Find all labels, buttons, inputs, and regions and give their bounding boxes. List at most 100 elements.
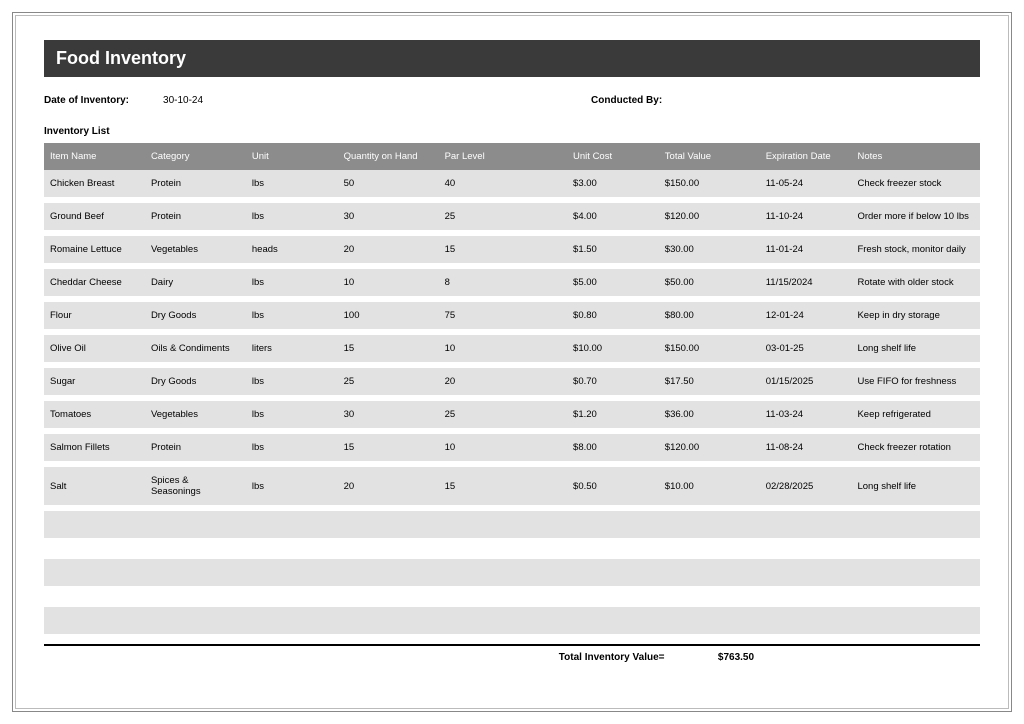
table-row-empty: [44, 508, 980, 541]
col-header-item: Item Name: [44, 143, 145, 170]
cell-category: Vegetables: [145, 398, 246, 431]
cell-exp: 03-01-25: [760, 332, 852, 365]
cell-notes: Use FIFO for freshness: [851, 365, 980, 398]
cell-notes: Fresh stock, monitor daily: [851, 233, 980, 266]
cell-total: $36.00: [659, 398, 760, 431]
cell-total: $150.00: [659, 332, 760, 365]
cell-item: Salmon Fillets: [44, 431, 145, 464]
cell-total: $150.00: [659, 170, 760, 200]
cell-category: Oils & Condiments: [145, 332, 246, 365]
conducted-by-label: Conducted By:: [591, 95, 662, 106]
table-row: SugarDry Goodslbs2520$0.70$17.5001/15/20…: [44, 365, 980, 398]
col-header-category: Category: [145, 143, 246, 170]
cell-notes: Keep in dry storage: [851, 299, 980, 332]
cell-unit: lbs: [246, 365, 338, 398]
cell-qty: 100: [338, 299, 439, 332]
cell-qty: 20: [338, 233, 439, 266]
cell-item: Flour: [44, 299, 145, 332]
table-body: Chicken BreastProteinlbs5040$3.00$150.00…: [44, 170, 980, 637]
table-row: SaltSpices & Seasoningslbs2015$0.50$10.0…: [44, 464, 980, 508]
cell-exp: 11-08-24: [760, 431, 852, 464]
cell-cost: $5.00: [567, 266, 659, 299]
cell-category: Dairy: [145, 266, 246, 299]
cell-unit: lbs: [246, 299, 338, 332]
cell-category: Dry Goods: [145, 365, 246, 398]
inventory-list-heading: Inventory List: [44, 126, 980, 137]
cell-par: 25: [439, 200, 567, 233]
cell-cost: $4.00: [567, 200, 659, 233]
cell-total: $120.00: [659, 431, 760, 464]
cell-item: Chicken Breast: [44, 170, 145, 200]
cell-cost: $0.70: [567, 365, 659, 398]
cell-item: Romaine Lettuce: [44, 233, 145, 266]
cell-par: 15: [439, 233, 567, 266]
table-row: FlourDry Goodslbs10075$0.80$80.0012-01-2…: [44, 299, 980, 332]
cell-unit: lbs: [246, 266, 338, 299]
cell-exp: 11/15/2024: [760, 266, 852, 299]
table-row: Salmon FilletsProteinlbs1510$8.00$120.00…: [44, 431, 980, 464]
cell-notes: Check freezer rotation: [851, 431, 980, 464]
inventory-table: Item Name Category Unit Quantity on Hand…: [44, 143, 980, 640]
cell-cost: $0.80: [567, 299, 659, 332]
cell-notes: Order more if below 10 lbs: [851, 200, 980, 233]
cell-cost: $0.50: [567, 464, 659, 508]
cell-notes: Rotate with older stock: [851, 266, 980, 299]
cell-exp: 02/28/2025: [760, 464, 852, 508]
cell-par: 25: [439, 398, 567, 431]
date-of-inventory-label: Date of Inventory:: [44, 95, 129, 106]
table-row-empty: [44, 607, 980, 637]
cell-par: 20: [439, 365, 567, 398]
cell-cost: $8.00: [567, 431, 659, 464]
cell-item: Tomatoes: [44, 398, 145, 431]
table-row: TomatoesVegetableslbs3025$1.20$36.0011-0…: [44, 398, 980, 431]
cell-qty: 20: [338, 464, 439, 508]
cell-par: 75: [439, 299, 567, 332]
cell-cost: $10.00: [567, 332, 659, 365]
cell-exp: 11-01-24: [760, 233, 852, 266]
table-row: Olive OilOils & Condimentsliters1510$10.…: [44, 332, 980, 365]
total-inventory-value: $763.50: [718, 652, 754, 663]
meta-row: Date of Inventory: 30-10-24 Conducted By…: [44, 95, 980, 106]
col-header-par: Par Level: [439, 143, 567, 170]
cell-category: Protein: [145, 431, 246, 464]
cell-par: 10: [439, 431, 567, 464]
cell-item: Salt: [44, 464, 145, 508]
table-row: Cheddar CheeseDairylbs108$5.00$50.0011/1…: [44, 266, 980, 299]
cell-exp: 11-03-24: [760, 398, 852, 431]
cell-qty: 30: [338, 398, 439, 431]
col-header-notes: Notes: [851, 143, 980, 170]
table-row: Ground BeefProteinlbs3025$4.00$120.0011-…: [44, 200, 980, 233]
outer-frame: Food Inventory Date of Inventory: 30-10-…: [12, 12, 1012, 712]
cell-total: $50.00: [659, 266, 760, 299]
cell-item: Olive Oil: [44, 332, 145, 365]
cell-category: Protein: [145, 170, 246, 200]
cell-total: $80.00: [659, 299, 760, 332]
table-row: Romaine LettuceVegetablesheads2015$1.50$…: [44, 233, 980, 266]
col-header-cost: Unit Cost: [567, 143, 659, 170]
cell-total: $120.00: [659, 200, 760, 233]
cell-item: Sugar: [44, 365, 145, 398]
date-of-inventory-value: 30-10-24: [163, 95, 203, 106]
cell-notes: Long shelf life: [851, 332, 980, 365]
table-row-empty: [44, 559, 980, 589]
cell-unit: lbs: [246, 200, 338, 233]
cell-unit: lbs: [246, 464, 338, 508]
cell-exp: 01/15/2025: [760, 365, 852, 398]
cell-category: Dry Goods: [145, 299, 246, 332]
cell-exp: 11-05-24: [760, 170, 852, 200]
cell-qty: 30: [338, 200, 439, 233]
cell-qty: 15: [338, 431, 439, 464]
cell-par: 40: [439, 170, 567, 200]
col-header-unit: Unit: [246, 143, 338, 170]
cell-qty: 15: [338, 332, 439, 365]
cell-par: 10: [439, 332, 567, 365]
cell-unit: lbs: [246, 398, 338, 431]
cell-qty: 25: [338, 365, 439, 398]
table-header-row: Item Name Category Unit Quantity on Hand…: [44, 143, 980, 170]
cell-category: Spices & Seasonings: [145, 464, 246, 508]
cell-total: $30.00: [659, 233, 760, 266]
cell-qty: 50: [338, 170, 439, 200]
total-inventory-value-label: Total Inventory Value=: [559, 652, 718, 663]
cell-unit: lbs: [246, 170, 338, 200]
cell-exp: 12-01-24: [760, 299, 852, 332]
